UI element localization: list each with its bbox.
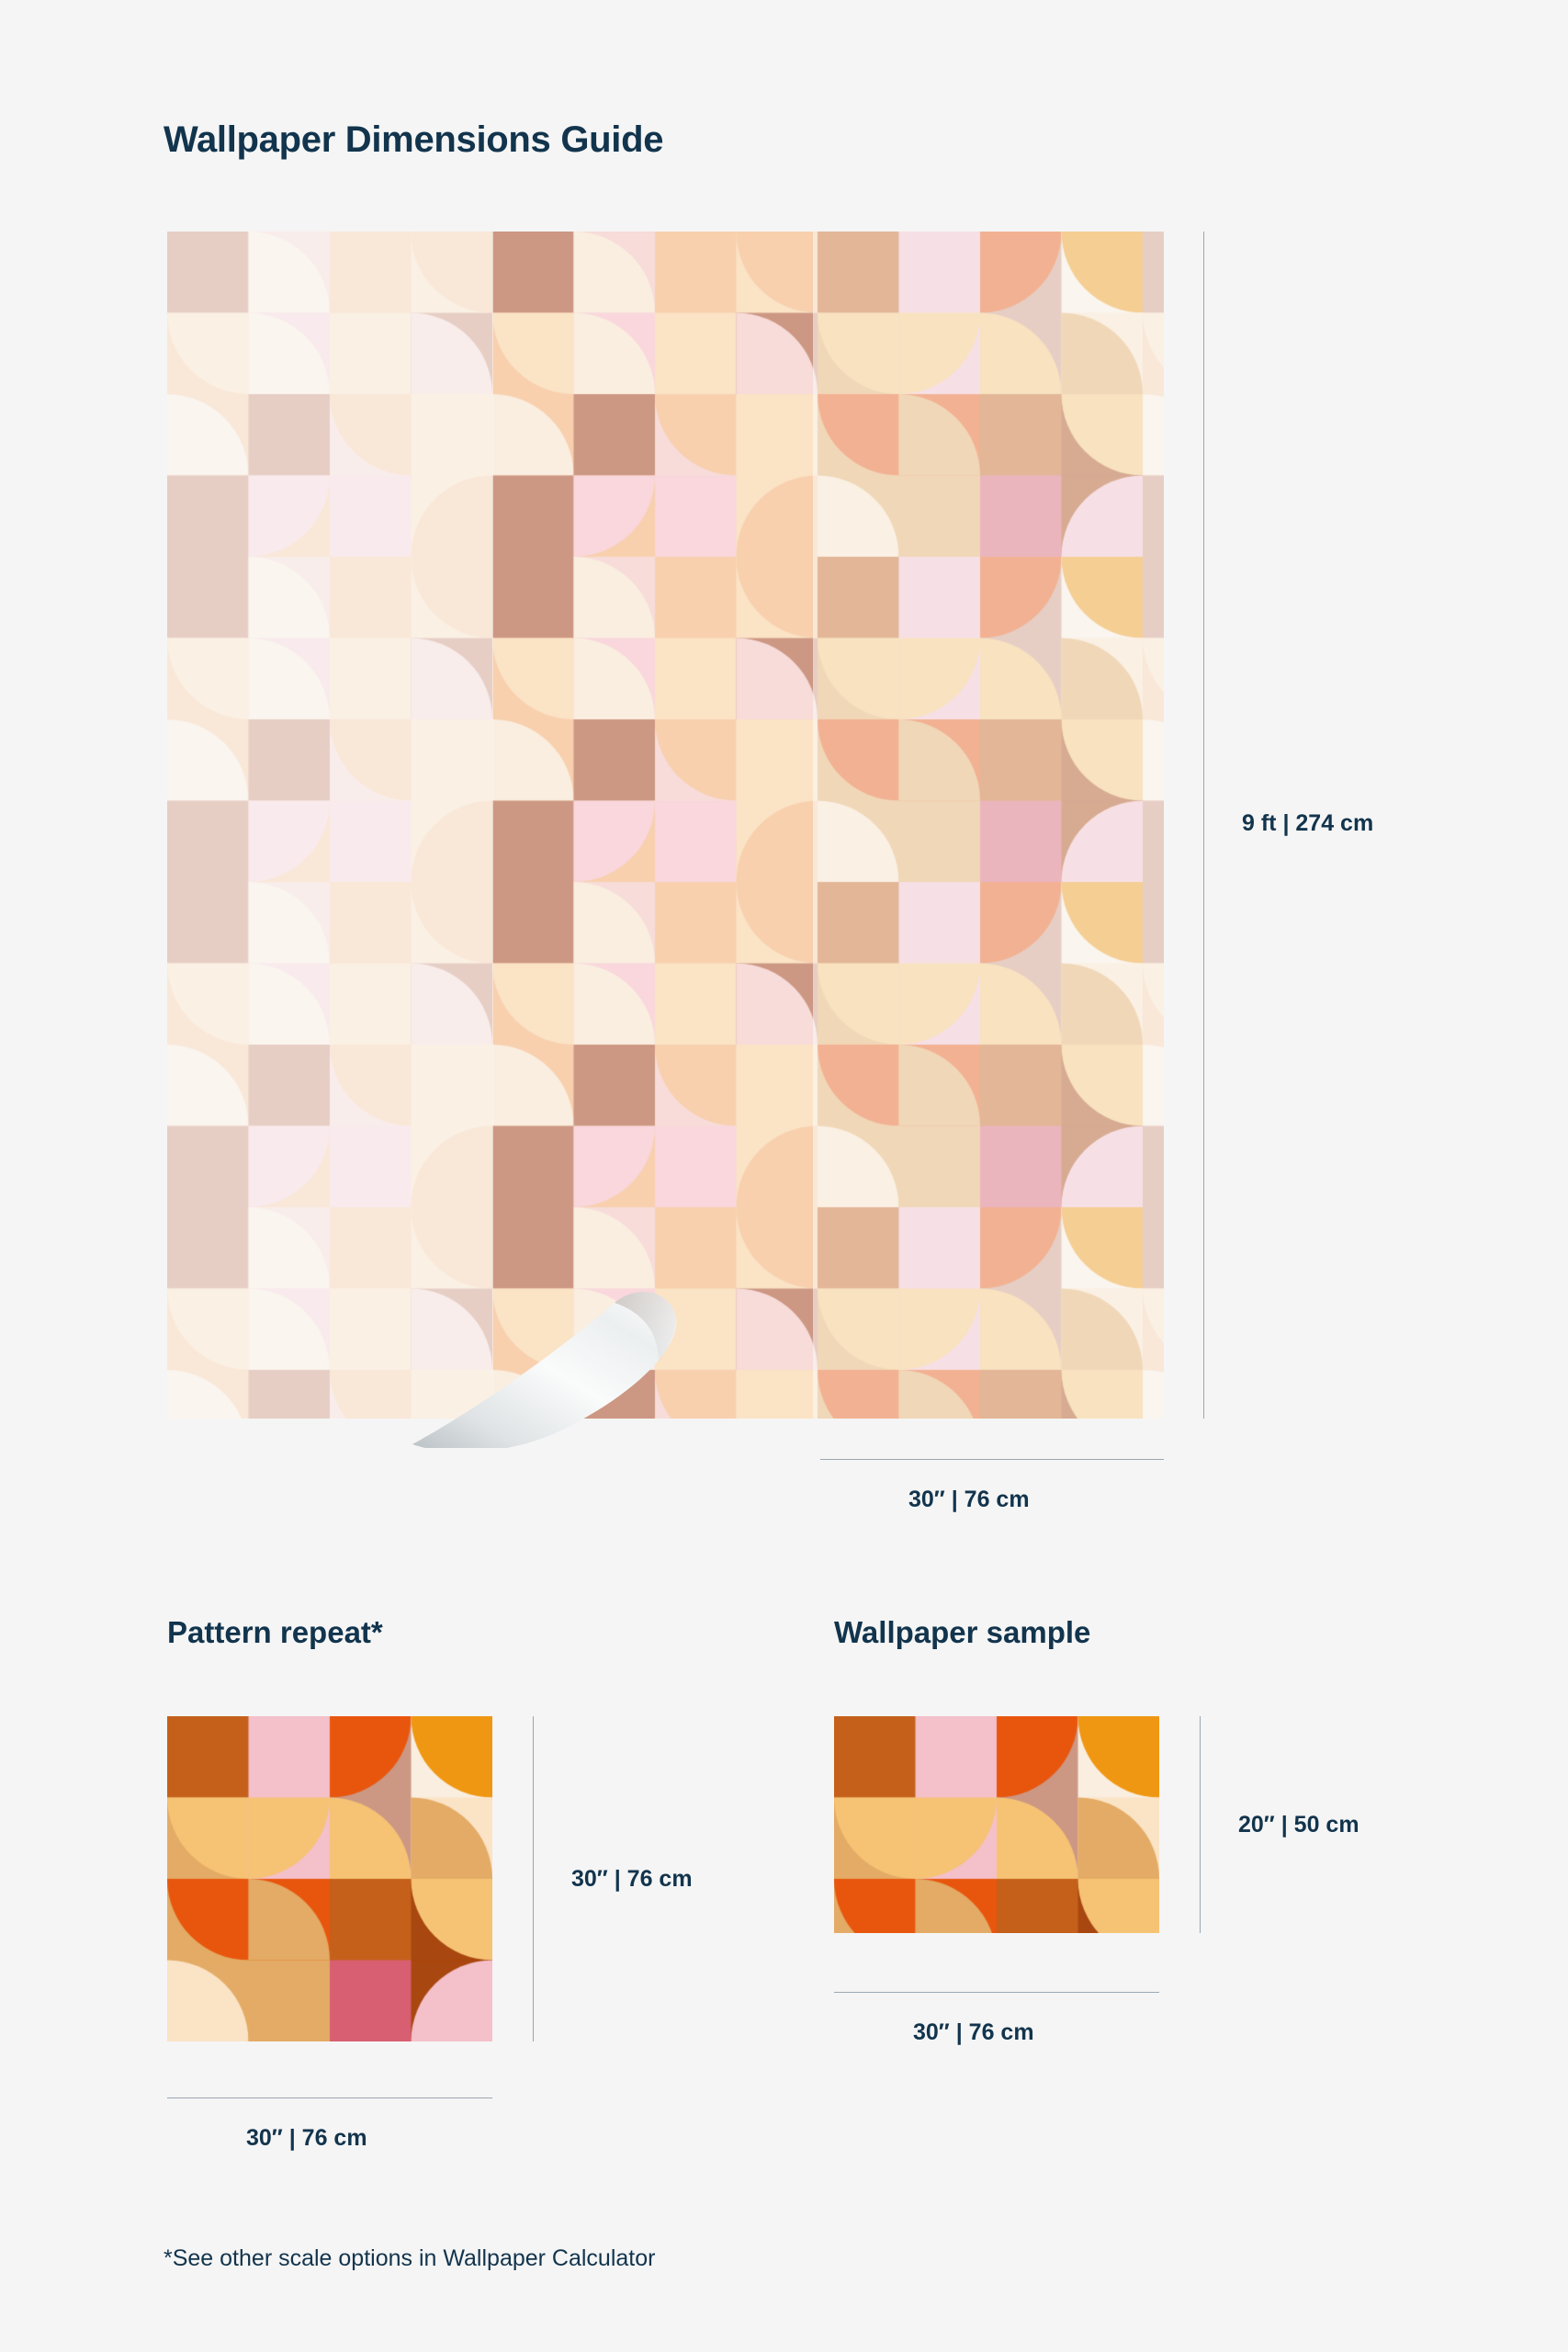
roll-height-label: 9 ft | 274 cm (1242, 810, 1374, 836)
page-title: Wallpaper Dimensions Guide (164, 119, 664, 160)
pattern-repeat-tile (167, 1716, 492, 2041)
pattern-repeat-canvas (167, 1716, 492, 2041)
pattern-repeat-height-line (533, 1716, 534, 2041)
wallpaper-sample-width-line (834, 1992, 1159, 1993)
wallpaper-sample-width-label: 30″ | 76 cm (913, 2019, 1034, 2045)
wallpaper-sample-height-label: 20″ | 50 cm (1238, 1812, 1359, 1838)
wallpaper-sample-tile (834, 1716, 1159, 1933)
wallpaper-sample-canvas (834, 1716, 1159, 1933)
footnote-text: *See other scale options in Wallpaper Ca… (164, 2245, 656, 2271)
wallpaper-roll (167, 232, 1164, 1448)
pattern-repeat-heading: Pattern repeat* (167, 1615, 383, 1649)
roll-width-label: 30″ | 76 cm (908, 1487, 1030, 1512)
wallpaper-sample-heading: Wallpaper sample (834, 1615, 1091, 1649)
wallpaper-pattern-main (167, 232, 1164, 1419)
wallpaper-roll-clip (167, 232, 1164, 1419)
pattern-repeat-height-label: 30″ | 76 cm (571, 1866, 693, 1892)
roll-height-line (1203, 232, 1204, 1419)
roll-width-line (820, 1459, 1164, 1460)
pattern-repeat-width-label: 30″ | 76 cm (246, 2125, 367, 2151)
wallpaper-sample-height-line (1200, 1716, 1201, 1933)
